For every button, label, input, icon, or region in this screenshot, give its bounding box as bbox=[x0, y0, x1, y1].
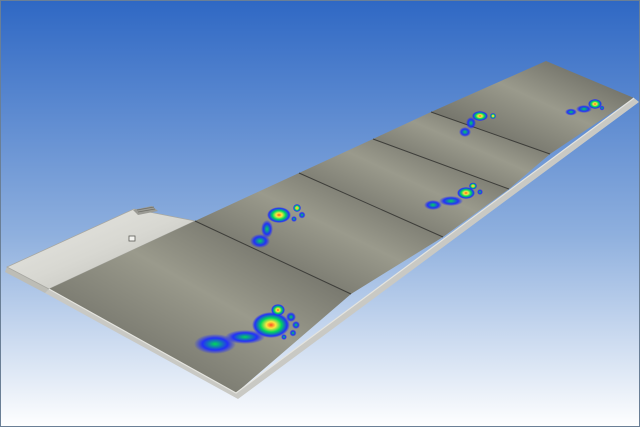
footprint-2 bbox=[250, 204, 306, 248]
sensor-plates bbox=[48, 61, 635, 394]
sensor-plate-2 bbox=[195, 173, 443, 294]
footprint-5 bbox=[565, 99, 605, 116]
footprint-4 bbox=[459, 111, 496, 137]
sensor-plate-4 bbox=[373, 112, 550, 189]
pressure-footprints bbox=[194, 99, 605, 354]
connector-port-icon bbox=[128, 235, 136, 242]
sensor-plate-5 bbox=[431, 61, 634, 154]
platform-edge bbox=[5, 267, 49, 293]
sensor-plate-1 bbox=[49, 221, 351, 393]
sensor-plate-3 bbox=[299, 139, 509, 237]
footprint-3 bbox=[424, 182, 483, 210]
footprint-1 bbox=[194, 304, 300, 354]
vent-grille-icon bbox=[133, 206, 158, 215]
